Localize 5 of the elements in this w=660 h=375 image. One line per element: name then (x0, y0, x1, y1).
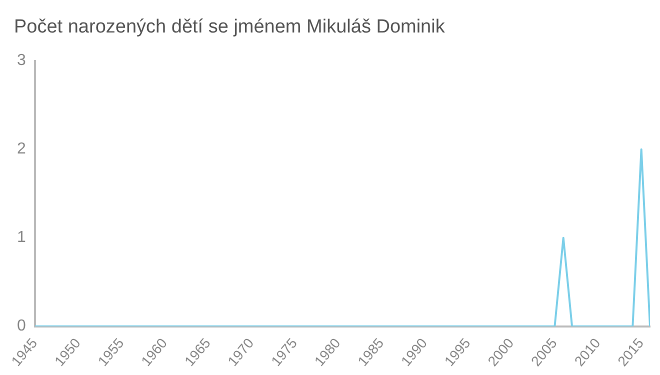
chart-title: Počet narozených dětí se jménem Mikuláš Dominik (14, 16, 446, 38)
y-tick-label: 1 (16, 229, 26, 246)
y-tick-label: 3 (16, 52, 26, 70)
y-tick-label: 2 (16, 140, 26, 158)
y-tick-label: 0 (16, 318, 26, 335)
